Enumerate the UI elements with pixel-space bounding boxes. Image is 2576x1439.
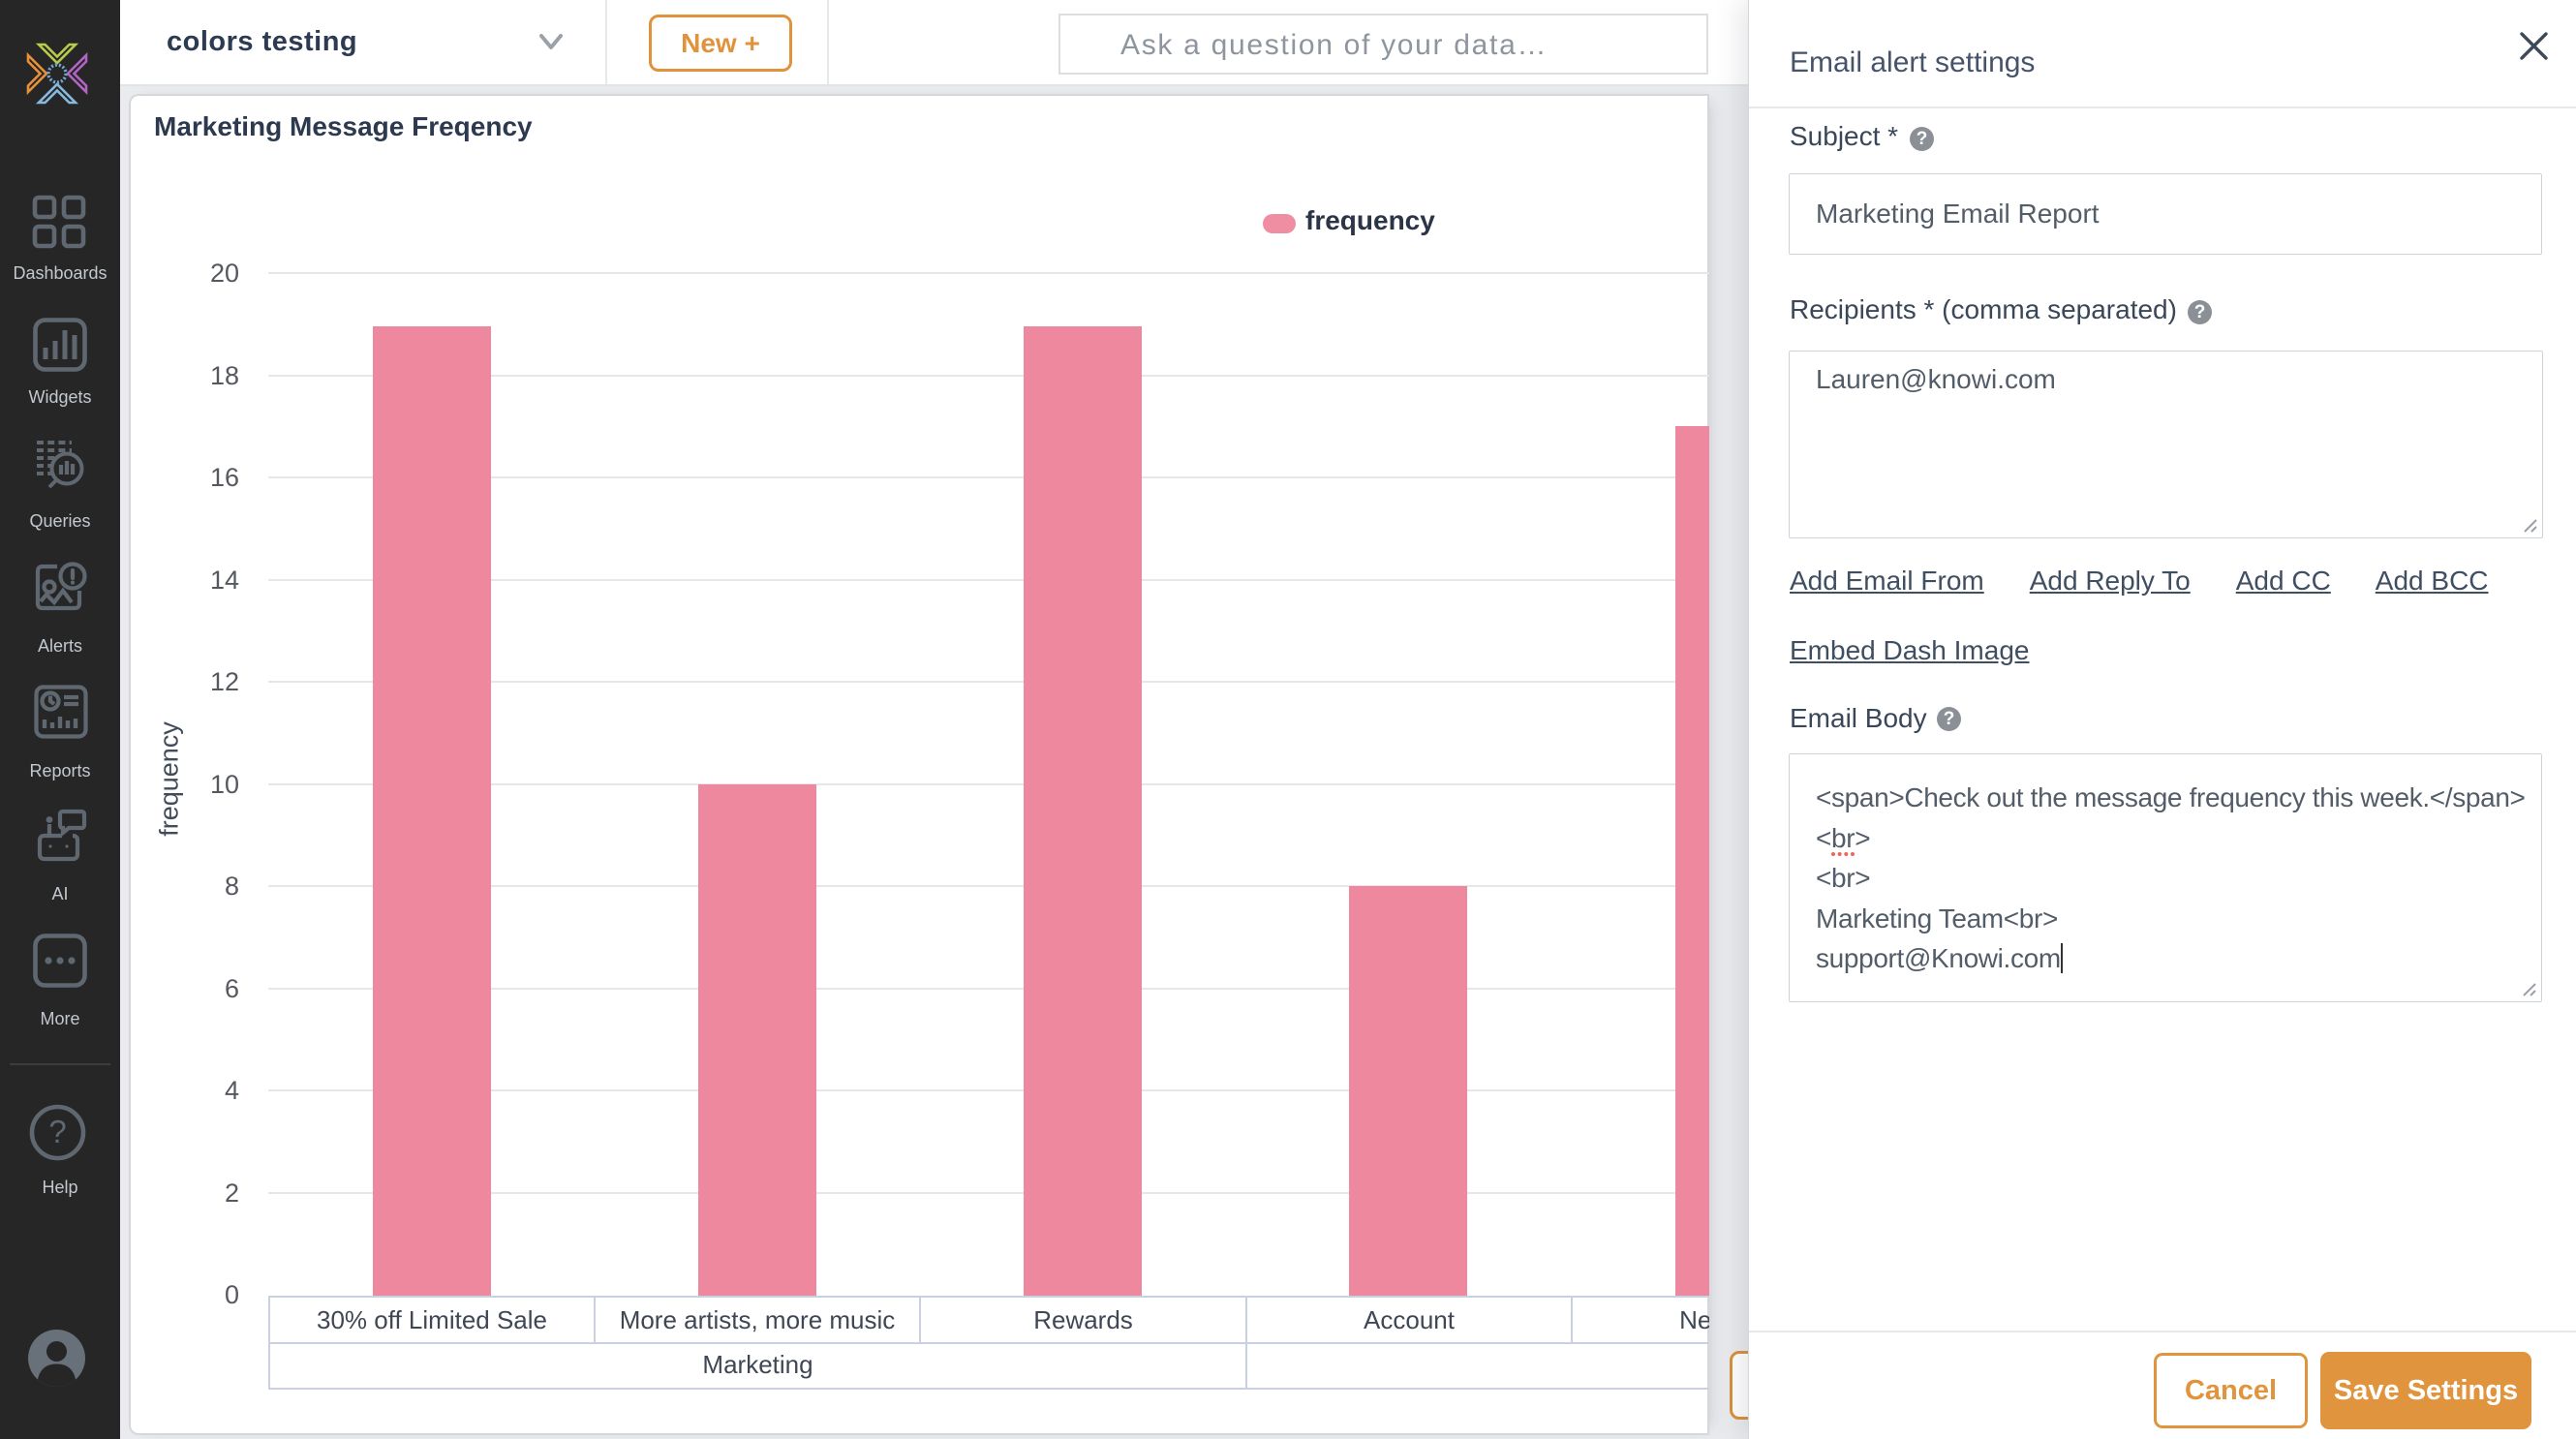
svg-text:?: ? xyxy=(48,1114,66,1149)
